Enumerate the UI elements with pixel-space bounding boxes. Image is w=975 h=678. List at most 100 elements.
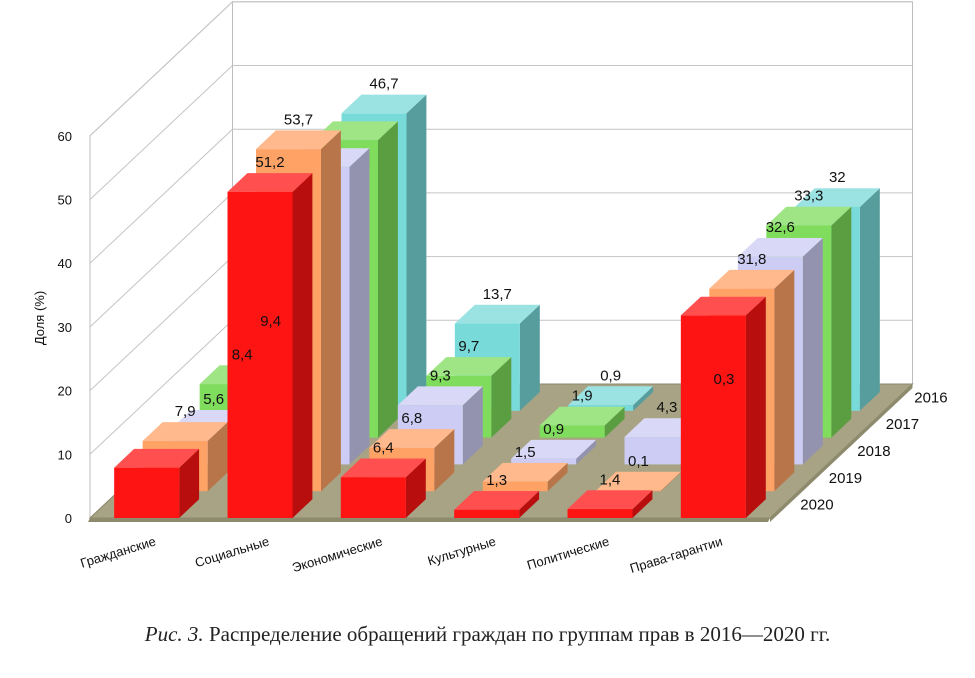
bar-2020-5 — [680, 296, 766, 518]
gridline-side — [89, 192, 233, 328]
y-tick-label: 0 — [65, 511, 72, 526]
gridline-side — [89, 128, 233, 264]
data-label-2020-1: 51,2 — [255, 154, 284, 171]
bar-top — [256, 130, 341, 150]
data-label-2019-3: 1,5 — [515, 444, 536, 461]
bar-top — [369, 429, 455, 448]
bar-top — [114, 448, 200, 468]
y-axis-title: Доля (%) — [32, 291, 47, 345]
data-label-2018-3: 0,9 — [543, 421, 564, 438]
bar-side — [661, 471, 681, 492]
bar-top — [539, 406, 625, 426]
bar-top — [709, 269, 795, 289]
bar-front — [227, 191, 293, 518]
bar-top — [426, 357, 512, 376]
gridline-side — [89, 319, 233, 455]
bar-top — [397, 386, 483, 406]
bar-front — [114, 467, 180, 518]
gridline-side — [89, 1, 233, 137]
bar-2019-3 — [482, 462, 568, 492]
y-tick-label: 20 — [58, 384, 72, 399]
bar-front — [539, 425, 605, 438]
bar-top — [454, 491, 540, 510]
bar-side — [745, 296, 766, 518]
bar-side — [547, 462, 568, 492]
y-tick-label: 60 — [58, 129, 72, 144]
category-label-1: Социальные — [193, 534, 271, 571]
gridline-side — [89, 256, 233, 391]
figure-label: Рис. 3. — [144, 622, 204, 646]
data-label-2019-4: 0,1 — [628, 453, 649, 470]
series-label-2020: 2020 — [800, 497, 833, 514]
data-label-2018-5: 32,6 — [766, 219, 795, 236]
bar-top — [142, 422, 228, 441]
data-label-2018-2: 9,3 — [430, 367, 451, 384]
bar-top — [596, 471, 681, 491]
bar-top — [794, 188, 880, 207]
data-label-2016-4: 0,3 — [714, 371, 735, 388]
series-label-2018: 2018 — [857, 443, 890, 460]
bar-top — [511, 439, 597, 459]
bar-side — [859, 188, 880, 411]
data-label-2017-2: 9,7 — [458, 338, 479, 355]
y-tick-label: 30 — [58, 320, 72, 335]
category-label-3: Культурные — [426, 534, 498, 569]
bar-side — [633, 386, 654, 411]
bar-2020-0 — [114, 448, 200, 518]
bar-side — [519, 304, 540, 411]
bar-side — [378, 121, 398, 438]
bar-side — [604, 406, 625, 438]
data-label-2020-2: 6,4 — [373, 439, 394, 456]
bar-top — [737, 238, 823, 257]
bar-2017-3 — [539, 406, 625, 438]
bar-side — [462, 386, 483, 465]
bar-top — [567, 490, 653, 510]
bar-side — [802, 238, 823, 465]
data-label-2019-2: 6,8 — [401, 410, 422, 427]
data-label-2019-0: 7,9 — [175, 403, 196, 420]
bar-side — [349, 148, 370, 465]
bar-side — [207, 422, 228, 492]
figure-caption: Рис. 3. Распределение обращений граждан … — [0, 622, 975, 647]
bar-side — [292, 173, 313, 518]
bar-front — [454, 509, 520, 518]
data-label-2019-1: 53,7 — [284, 111, 313, 128]
bar-2020-4 — [567, 490, 653, 518]
bar-front — [511, 458, 577, 465]
bar-side — [774, 269, 795, 492]
bar-side — [519, 491, 540, 518]
bar-top — [341, 94, 427, 114]
series-label-2017: 2017 — [886, 416, 919, 433]
bar-2018-3 — [511, 439, 597, 465]
bar-top — [680, 296, 766, 316]
category-label-2: Экономические — [290, 534, 384, 576]
bar-front — [567, 509, 633, 518]
bar-top — [766, 206, 852, 226]
y-tick-label: 50 — [58, 193, 72, 208]
bar-side — [434, 429, 455, 492]
bar-front — [482, 481, 548, 492]
bar-top — [568, 386, 654, 406]
bar-top — [454, 304, 540, 324]
data-label-2017-3: 1,9 — [572, 388, 593, 405]
bar-side — [576, 439, 597, 465]
data-label-2018-0: 5,6 — [203, 391, 224, 408]
chart-floor-edge — [88, 518, 770, 522]
data-label-2019-5: 31,8 — [737, 251, 766, 268]
data-label-2016-2: 13,7 — [483, 286, 512, 303]
bar-side — [179, 448, 200, 518]
gridline-side — [89, 65, 233, 200]
bar-top — [340, 458, 426, 478]
data-label-2016-3: 0,9 — [600, 367, 621, 384]
bar-side — [491, 357, 512, 438]
series-label-2019: 2019 — [829, 470, 862, 487]
bar-side — [405, 458, 426, 518]
bar-top — [227, 173, 313, 192]
category-label-5: Права-гарантии — [628, 534, 724, 576]
bar-2020-3 — [454, 491, 540, 518]
bar-side — [632, 490, 653, 518]
bar-2020-1 — [227, 173, 313, 518]
bar-side — [831, 206, 852, 438]
